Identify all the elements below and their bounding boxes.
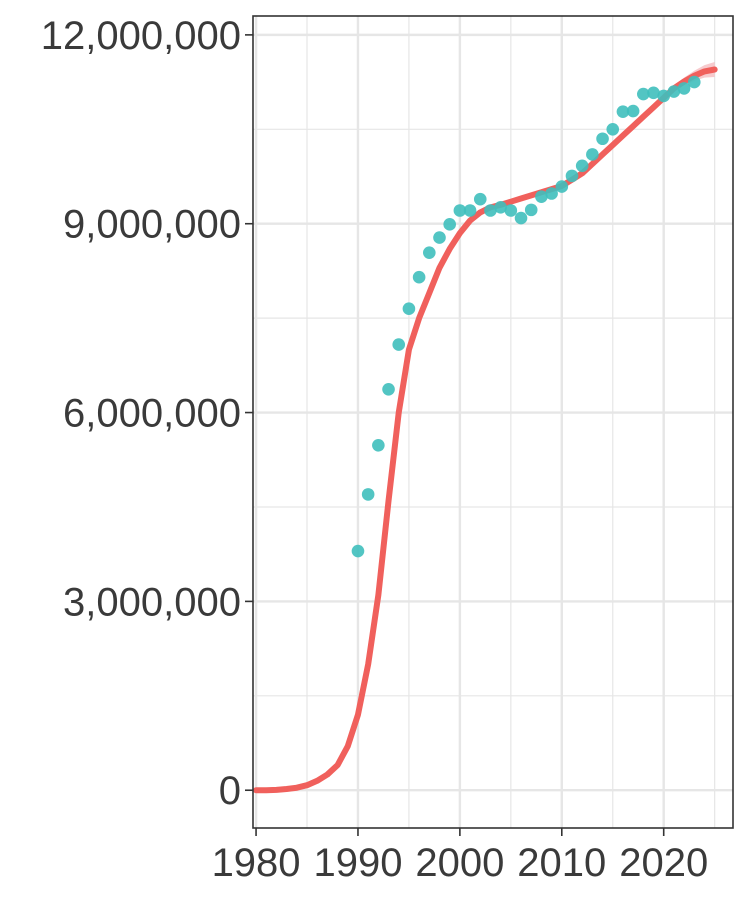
- data-point: [596, 132, 609, 146]
- plot-background: [253, 16, 733, 828]
- data-point: [616, 105, 630, 118]
- data-point: [687, 75, 701, 89]
- data-point: [677, 82, 691, 95]
- data-point: [463, 204, 477, 217]
- data-point: [361, 488, 375, 501]
- y-tick-label: 6,000,000: [63, 392, 241, 436]
- data-point: [647, 86, 660, 100]
- data-point: [565, 169, 579, 183]
- x-tick-label: 1990: [313, 841, 402, 885]
- data-point: [545, 187, 558, 200]
- data-point: [351, 544, 365, 558]
- data-point: [372, 438, 385, 452]
- x-tick-label: 2000: [415, 841, 504, 885]
- y-tick-label: 3,000,000: [63, 580, 241, 624]
- y-tick-label: 0: [219, 769, 241, 813]
- data-point: [484, 204, 497, 217]
- data-point: [606, 123, 620, 136]
- data-point: [626, 104, 640, 118]
- data-point: [524, 203, 538, 217]
- y-tick-label: 9,000,000: [63, 203, 241, 247]
- y-tick-label: 12,000,000: [41, 14, 241, 58]
- data-point: [402, 302, 416, 315]
- x-tick-label: 2020: [619, 841, 708, 885]
- data-point: [555, 180, 569, 193]
- data-point: [392, 338, 406, 351]
- data-point: [494, 201, 507, 214]
- data-point: [575, 159, 589, 173]
- data-point: [504, 204, 518, 217]
- data-point: [514, 211, 528, 225]
- x-tick-label: 2010: [517, 841, 606, 885]
- data-point: [657, 89, 671, 103]
- data-point: [535, 190, 548, 203]
- data-point: [473, 192, 487, 206]
- data-point: [453, 204, 467, 217]
- data-point: [423, 246, 436, 259]
- plot-border: [252, 15, 734, 829]
- x-tick-label: 1980: [212, 841, 301, 885]
- data-point: [443, 218, 456, 231]
- data-point: [637, 87, 650, 101]
- data-point: [433, 231, 446, 244]
- data-point: [412, 270, 426, 284]
- data-point: [667, 85, 681, 98]
- data-point: [382, 382, 395, 396]
- data-point: [586, 148, 599, 161]
